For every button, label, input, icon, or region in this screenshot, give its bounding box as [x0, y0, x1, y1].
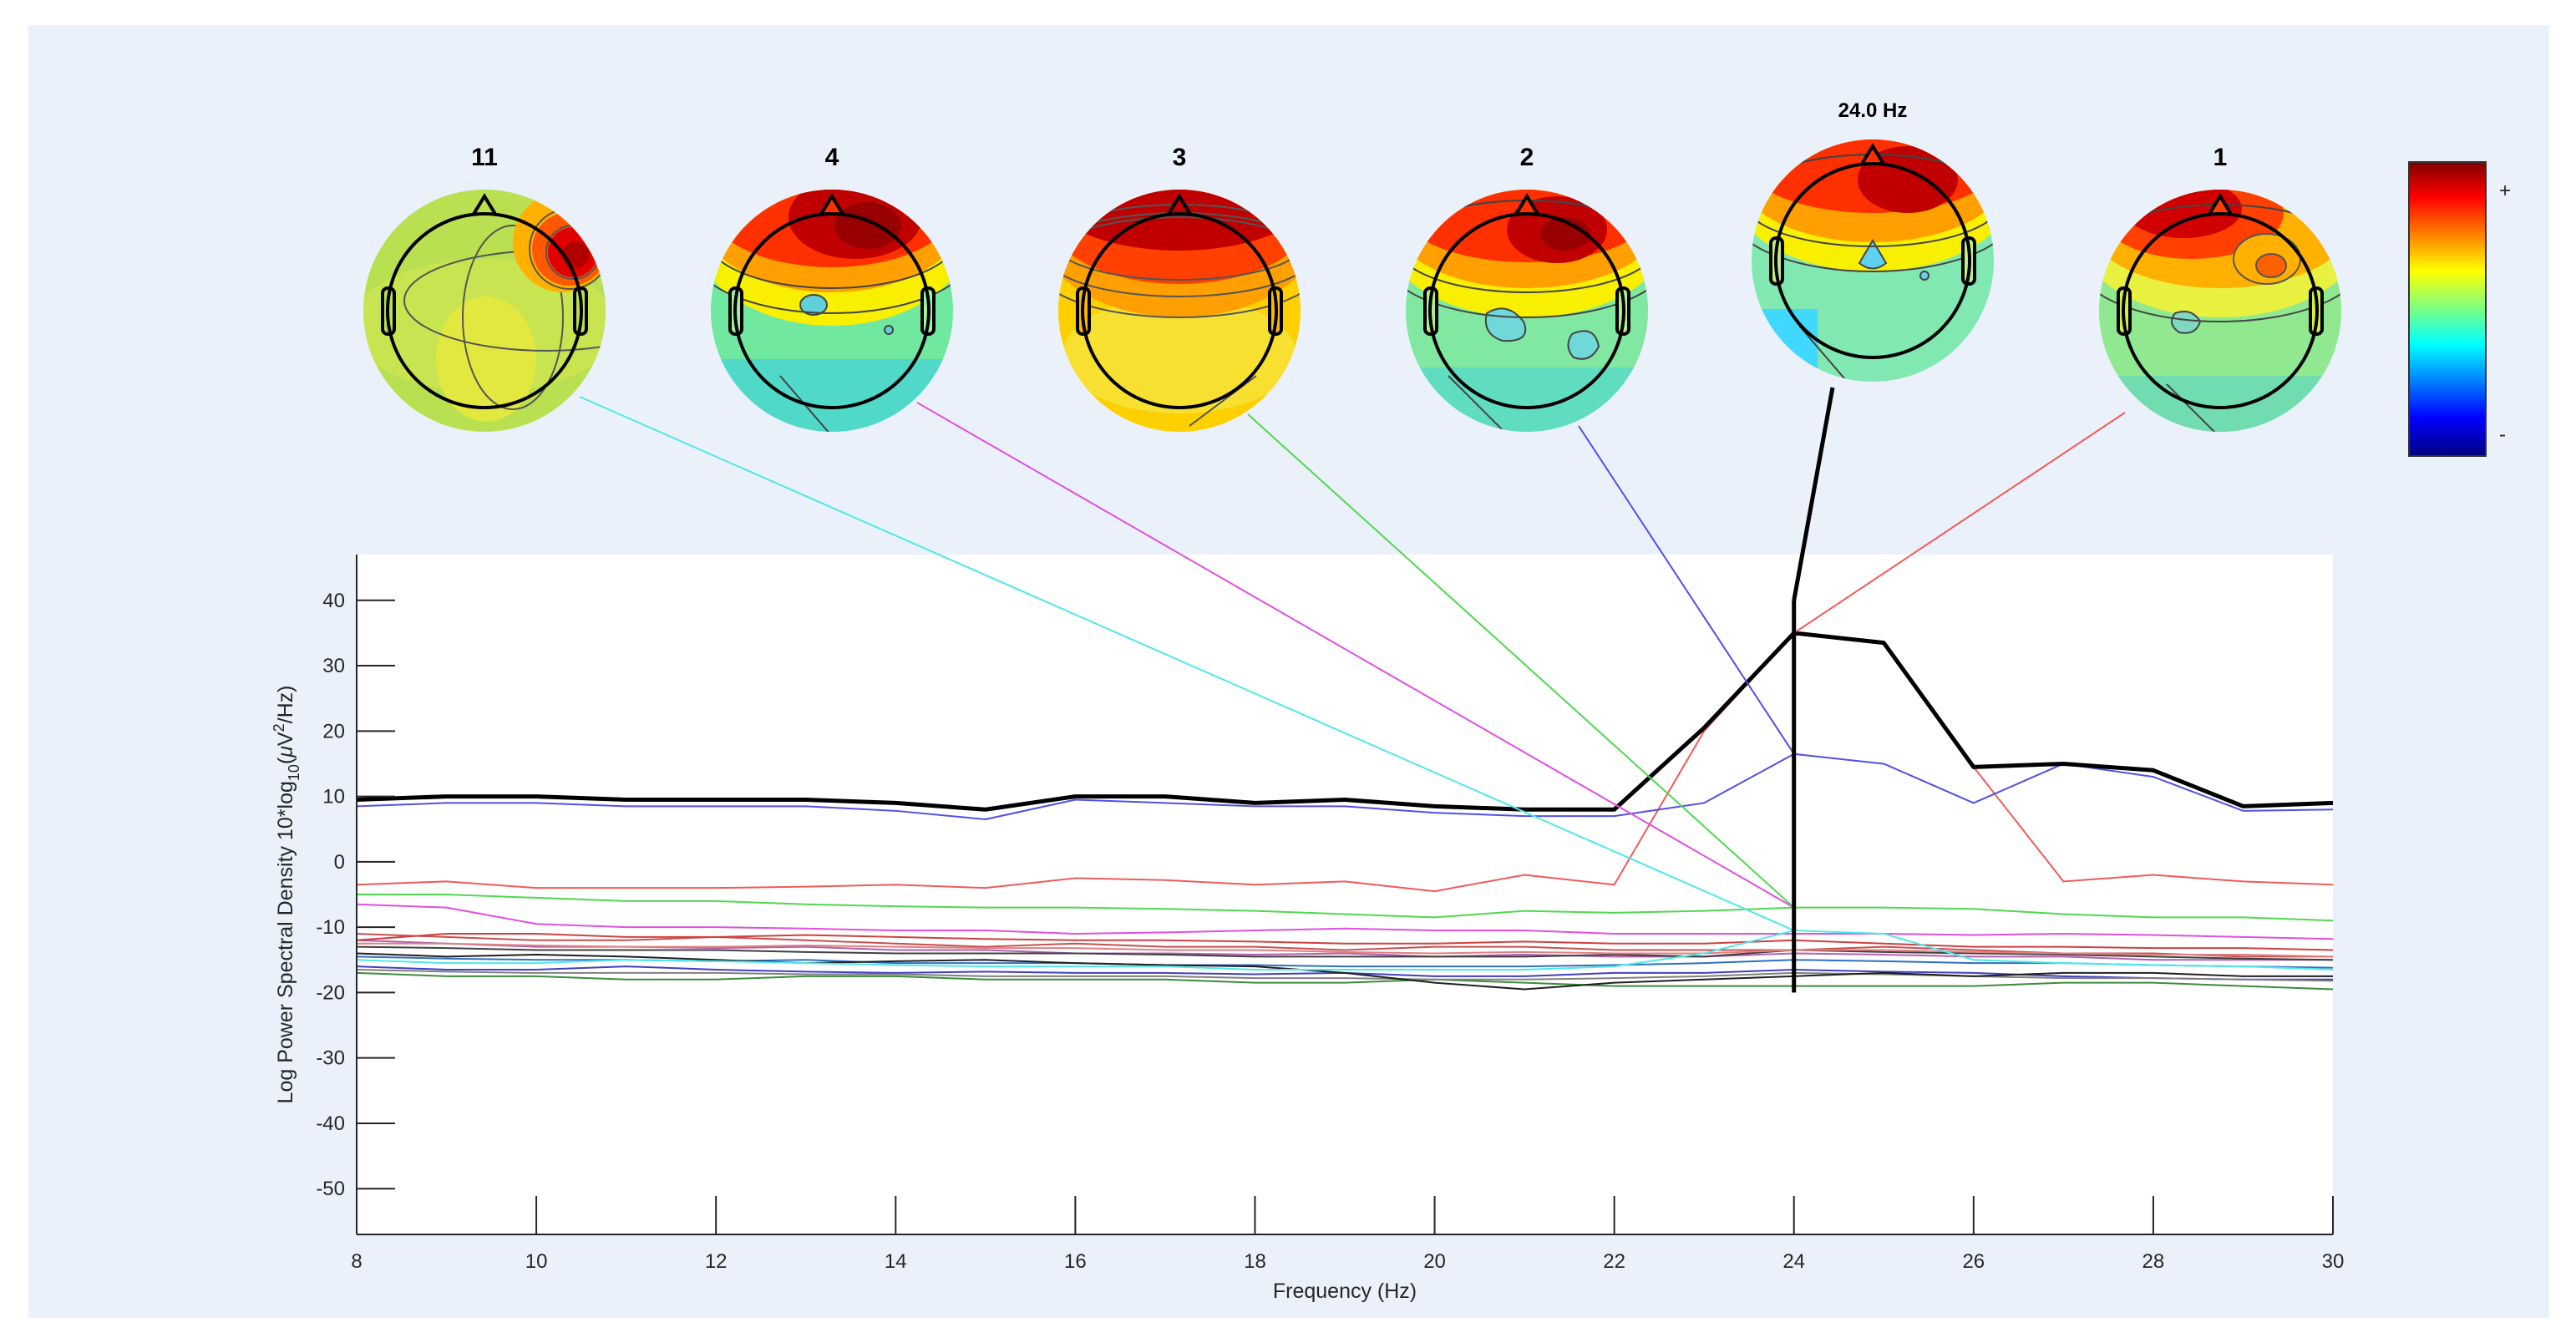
y-tick-label-40: 40 [322, 590, 345, 612]
x-tick-label-24: 24 [1782, 1250, 1805, 1273]
channel-line-10 [356, 932, 2334, 951]
y-tick-label--40: -40 [316, 1112, 345, 1135]
channel-line-6 [357, 942, 2334, 958]
topomap-1 [2099, 190, 2341, 432]
y-tick-label--20: -20 [316, 981, 345, 1004]
x-tick-label-20: 20 [1423, 1250, 1446, 1273]
x-tick-label-22: 22 [1603, 1250, 1625, 1273]
y-tick-label--50: -50 [316, 1178, 345, 1200]
x-tick-label-30: 30 [2322, 1250, 2345, 1273]
x-tick-label-18: 18 [1244, 1250, 1266, 1273]
component-1-line [356, 631, 2334, 893]
component-2-connector [1578, 425, 1795, 755]
map-title-11: 11 [471, 144, 498, 171]
y-tick-label-30: 30 [322, 655, 345, 677]
topomap-marker [1752, 139, 1994, 382]
y-tick-label--10: -10 [316, 916, 345, 939]
component-11-line [356, 930, 2334, 971]
component-3-connector [1247, 413, 1795, 909]
topomap-4 [711, 190, 953, 432]
channel-line-5 [356, 945, 2334, 961]
map-title-4: 4 [825, 144, 839, 171]
channel-line-9 [356, 952, 2333, 991]
x-tick-label-14: 14 [885, 1250, 907, 1273]
y-tick-label-10: 10 [322, 786, 345, 808]
x-tick-label-28: 28 [2142, 1250, 2165, 1273]
x-tick-label-12: 12 [705, 1250, 728, 1273]
plot-area [357, 555, 2333, 1234]
channel-line-8 [356, 969, 2334, 982]
y-tick-label-20: 20 [322, 720, 345, 742]
figure-background: 11 4 3 2 24.0 Hz 1 + - 8 10 12 14 16 18 20 22 24… [28, 25, 2549, 1318]
y-tick-label-0: 0 [334, 851, 345, 874]
component-4-connector [916, 402, 1795, 909]
map-title-3: 3 [1173, 144, 1187, 171]
channel-line-3 [356, 971, 2334, 991]
spectrum-figure: 11 4 3 2 24.0 Hz 1 + - 8 10 12 14 16 18 20 22 24… [271, 99, 2511, 1303]
colorbar: + - [2408, 161, 2511, 457]
component-2-line [356, 753, 2334, 820]
topomap-11 [363, 190, 606, 432]
topomap-2 [1406, 190, 1648, 432]
x-tick-label-26: 26 [1962, 1250, 1985, 1273]
y-tick-label--30: -30 [316, 1047, 345, 1070]
colorbar-minus-label: - [2499, 423, 2506, 446]
x-axis-title: Frequency (Hz) [1273, 1280, 1417, 1303]
component-4-line [356, 903, 2334, 940]
topomap-3 [1058, 190, 1301, 432]
y-axis-title: Log Power Spectral Density 10*log10(μV2/… [271, 686, 302, 1104]
map-title-1: 1 [2213, 144, 2228, 171]
component-11-connector [579, 396, 1795, 931]
colorbar-plus-label: + [2499, 180, 2511, 202]
channel-line-2 [356, 939, 2333, 961]
colorbar-gradient [2408, 161, 2487, 457]
marker-map-connector [1792, 387, 1835, 601]
marker-frequency-title: 24.0 Hz [1838, 99, 1908, 122]
x-tick-label-16: 16 [1064, 1250, 1087, 1273]
component-1-connector [1793, 412, 2126, 634]
x-tick-label-8: 8 [351, 1250, 362, 1273]
component-3-line [357, 894, 2334, 922]
map-title-2: 2 [1520, 144, 1534, 171]
envelope-line [356, 631, 2334, 812]
x-tick-label-10: 10 [525, 1250, 548, 1273]
channel-line-1 [356, 932, 2333, 958]
